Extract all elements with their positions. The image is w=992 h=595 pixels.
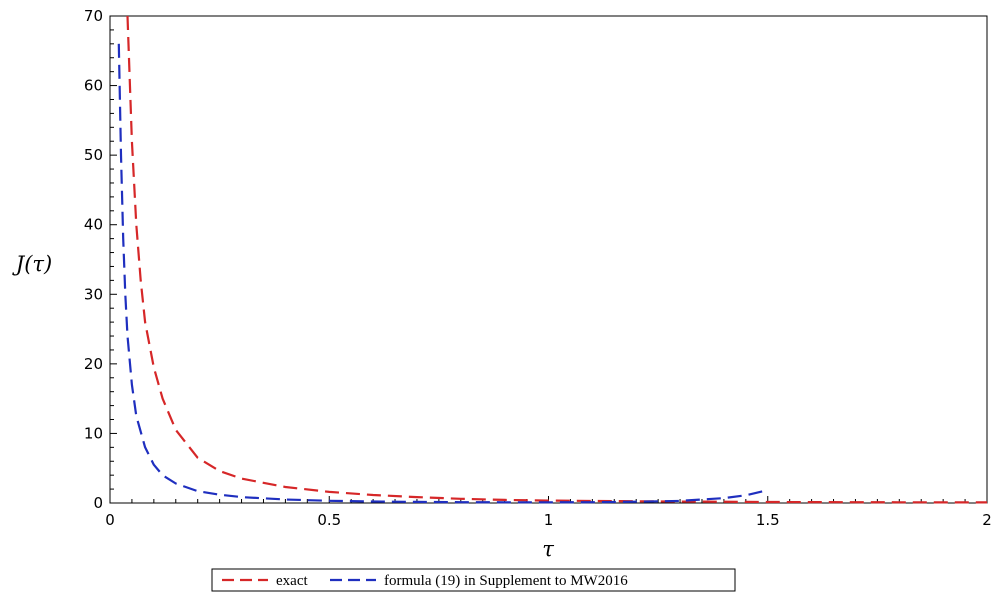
legend-label-formula: formula (19) in Supplement to MW2016 [384,573,628,589]
y-tick-label: 70 [84,7,103,25]
plot-frame [109,15,988,504]
series-lines [117,15,988,504]
x-tick-label: 0.5 [317,511,341,529]
y-tick-label: 10 [84,424,103,442]
legend: exact formula (19) in Supplement to MW20… [211,568,736,592]
y-axis-title: J(τ) [12,252,52,276]
y-tick-label: 50 [84,146,103,164]
x-tick-label: 1 [544,511,554,529]
series-line-1 [117,43,764,504]
y-tick-label: 60 [84,77,103,95]
x-axis-title: τ [542,537,554,561]
legend-label-exact: exact [276,573,308,589]
y-tick-label: 40 [84,216,103,234]
series-line-0 [126,15,988,504]
y-tick-label: 0 [93,494,103,512]
y-tick-label: 20 [84,355,103,373]
x-tick-label: 1.5 [756,511,780,529]
axis-ticks [109,15,988,504]
x-tick-label: 0 [105,511,115,529]
x-tick-label: 2 [982,511,992,529]
legend-box [211,568,736,592]
y-tick-label: 30 [84,285,103,303]
